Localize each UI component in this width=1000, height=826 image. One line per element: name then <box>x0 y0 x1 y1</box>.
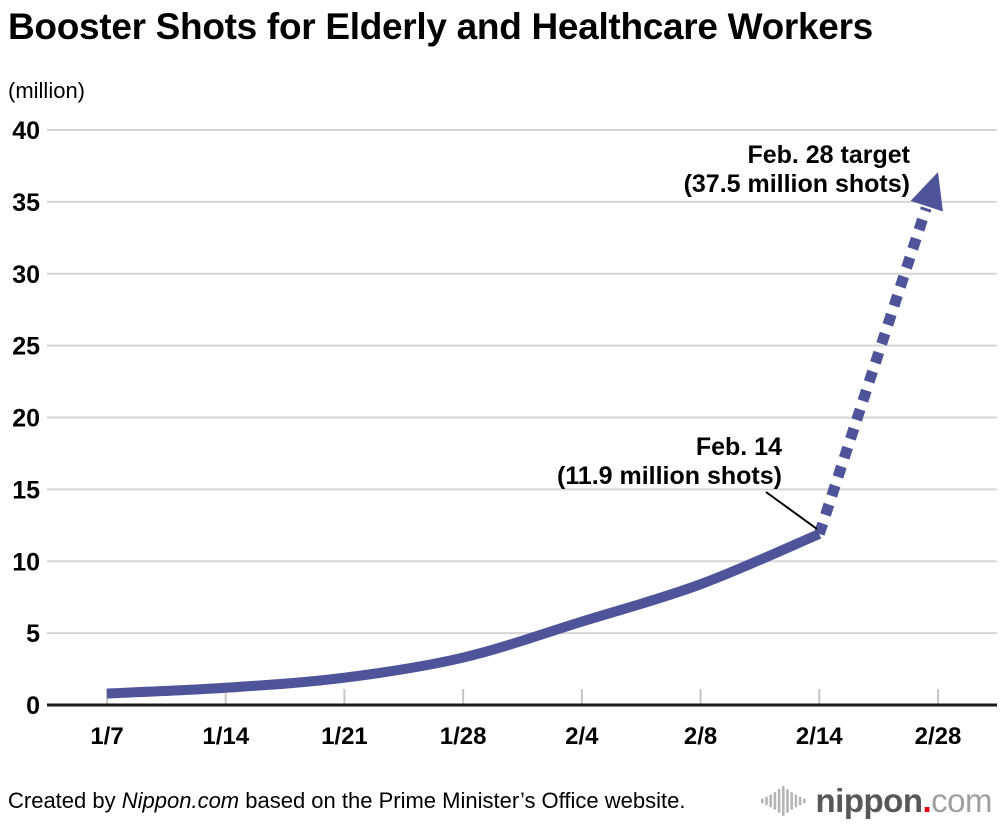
target-projection-dashed-line <box>814 206 932 536</box>
y-tick-label: 25 <box>12 333 40 361</box>
data-series-layer <box>106 171 943 699</box>
x-tick-label: 1/7 <box>90 723 123 750</box>
credit-suffix: based on the Prime Minister’s Office web… <box>239 788 686 813</box>
soundwave-bar <box>781 786 785 816</box>
y-tick-label: 20 <box>12 405 40 433</box>
x-tick-label: 1/14 <box>202 723 249 750</box>
nippon-logo-text: nippon.com <box>815 782 993 820</box>
logo-text-nippon: nippon <box>815 782 923 819</box>
soundwave-bar <box>764 796 768 806</box>
x-tick-label: 1/21 <box>321 723 368 750</box>
y-tick-label: 35 <box>12 189 40 217</box>
target-annotation-line2: (37.5 million shots) <box>684 170 910 198</box>
soundwave-bar <box>794 794 797 808</box>
y-tick-label: 10 <box>12 548 40 576</box>
y-tick-label: 40 <box>12 117 40 145</box>
soundwave-bar <box>798 796 801 806</box>
soundwave-bar <box>760 798 764 804</box>
soundwave-bar <box>789 792 793 810</box>
x-tick-label: 2/8 <box>684 723 717 750</box>
feb14-pointer-line <box>765 491 818 530</box>
logo-dot: . <box>922 782 932 819</box>
soundwave-bar <box>768 794 772 808</box>
line-chart: 0 5 10 15 20 25 30 35 40 1/7 1/14 1/21 1/28 2/4 2/8 2/1… <box>12 117 997 750</box>
x-tick-label: 2/14 <box>796 723 843 750</box>
target-annotation: Feb. 28 target (37.5 million shots) <box>684 141 911 198</box>
feb14-annotation-line2: (11.9 million shots) <box>557 462 782 490</box>
soundwave-bar <box>802 798 806 804</box>
feb14-annotation-line1: Feb. 14 <box>696 433 782 461</box>
y-tick-label: 0 <box>26 692 40 720</box>
x-tick-label: 2/4 <box>565 723 599 750</box>
soundwave-bar <box>773 792 776 810</box>
y-tick-label: 5 <box>26 620 40 648</box>
x-tick-label: 1/28 <box>440 723 487 750</box>
nippon-logo: nippon.com <box>759 782 992 820</box>
soundwave-bar <box>785 789 789 813</box>
logo-text-com: com <box>931 782 992 819</box>
soundwave-bar <box>777 789 780 813</box>
y-tick-label: 15 <box>12 476 40 504</box>
axis-labels-layer: 0 5 10 15 20 25 30 35 40 1/7 1/14 1/21 1/28 2/4 2/8 2/1… <box>12 117 961 750</box>
feb14-annotation: Feb. 14 (11.9 million shots) <box>557 433 818 530</box>
x-tick-label: 2/28 <box>915 723 962 750</box>
credit-source: Nippon.com <box>121 788 240 813</box>
credit-text: Created by Nippon.com based on the Prime… <box>8 788 685 814</box>
soundwave-icon <box>760 786 806 816</box>
y-tick-label: 30 <box>12 261 40 289</box>
target-arrowhead-icon <box>910 171 943 212</box>
booster-shots-line <box>106 529 822 699</box>
credit-prefix: Created by <box>8 788 122 813</box>
y-axis-unit-label: (million) <box>8 78 85 103</box>
target-annotation-line1: Feb. 28 target <box>747 141 910 169</box>
footer: Created by Nippon.com based on the Prime… <box>0 779 1000 823</box>
chart-title: Booster Shots for Elderly and Healthcare… <box>8 6 873 47</box>
